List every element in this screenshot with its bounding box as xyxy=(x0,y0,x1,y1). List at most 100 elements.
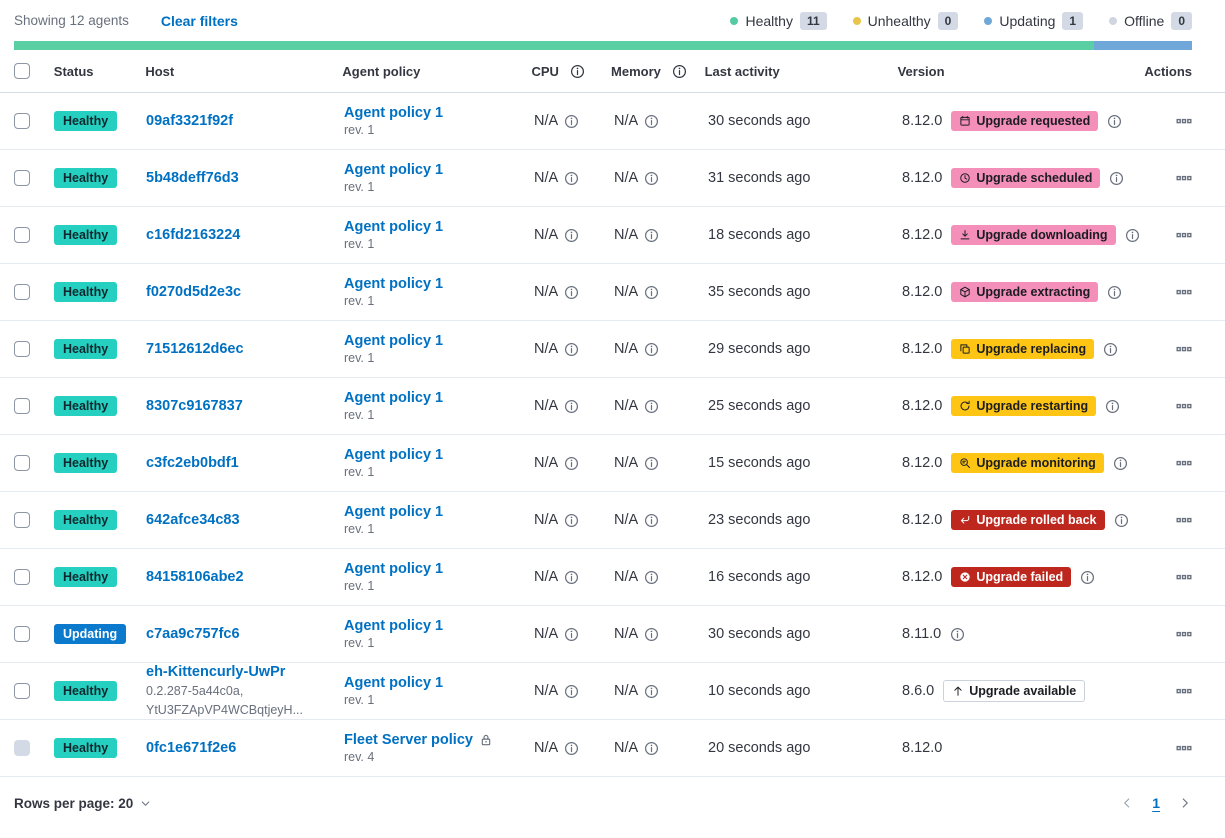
agent-policy-link[interactable]: Agent policy 1 xyxy=(344,333,444,349)
memory-info-icon[interactable] xyxy=(672,64,687,79)
info-icon[interactable] xyxy=(564,342,579,357)
host-link[interactable]: 5b48deff76d3 xyxy=(146,170,239,186)
host-link[interactable]: c3fc2eb0bdf1 xyxy=(146,455,239,471)
info-icon[interactable] xyxy=(564,684,579,699)
info-icon[interactable] xyxy=(564,456,579,471)
clear-filters-link[interactable]: Clear filters xyxy=(160,12,238,29)
info-icon[interactable] xyxy=(644,228,659,243)
host-link[interactable]: c7aa9c757fc6 xyxy=(146,626,240,642)
info-icon[interactable] xyxy=(644,171,659,186)
cpu-value: N/A xyxy=(534,626,559,642)
upgrade-info-icon[interactable] xyxy=(1107,285,1122,300)
info-icon[interactable] xyxy=(564,399,579,414)
last-activity-value: 23 seconds ago xyxy=(708,512,811,528)
version-value: 8.12.0 xyxy=(902,569,943,585)
legend-count-badge: 1 xyxy=(1062,11,1084,30)
host-link[interactable]: f0270d5d2e3c xyxy=(146,284,242,300)
agent-policy-link[interactable]: Agent policy 1 xyxy=(344,447,444,463)
upgrade-info-icon[interactable] xyxy=(1107,114,1122,129)
host-link[interactable]: 09af3321f92f xyxy=(146,113,234,129)
info-icon[interactable] xyxy=(644,570,659,585)
row-checkbox[interactable] xyxy=(14,683,30,699)
host-link[interactable]: eh-Kittencurly-UwPr xyxy=(146,664,286,680)
upgrade-info-icon[interactable] xyxy=(1103,342,1118,357)
upgrade-info-icon[interactable] xyxy=(1125,228,1140,243)
info-icon[interactable] xyxy=(644,684,659,699)
agent-policy-link[interactable]: Fleet Server policy xyxy=(344,732,473,748)
agent-policy-link[interactable]: Agent policy 1 xyxy=(344,219,444,235)
row-checkbox[interactable] xyxy=(14,398,30,414)
chevron-right-icon[interactable] xyxy=(1178,796,1192,810)
info-icon[interactable] xyxy=(564,741,579,756)
table-header-row: Status Host Agent policy CPU Memory Last… xyxy=(0,50,1225,93)
info-icon[interactable] xyxy=(564,285,579,300)
host-link[interactable]: 0fc1e671f2e6 xyxy=(146,740,237,756)
host-link[interactable]: 84158106abe2 xyxy=(146,569,244,585)
info-icon[interactable] xyxy=(564,228,579,243)
upgrade-info-icon[interactable] xyxy=(1113,456,1128,471)
row-checkbox[interactable] xyxy=(14,227,30,243)
info-icon[interactable] xyxy=(564,513,579,528)
cpu-info-icon[interactable] xyxy=(570,64,585,79)
row-checkbox[interactable] xyxy=(14,341,30,357)
info-icon[interactable] xyxy=(644,342,659,357)
row-actions-button[interactable] xyxy=(1176,626,1192,642)
info-icon[interactable] xyxy=(564,114,579,129)
agent-policy-link[interactable]: Agent policy 1 xyxy=(344,504,444,520)
agent-policy-link[interactable]: Agent policy 1 xyxy=(344,675,444,691)
row-checkbox[interactable] xyxy=(14,170,30,186)
row-actions-button[interactable] xyxy=(1176,740,1192,756)
row-actions-button[interactable] xyxy=(1176,398,1192,414)
agent-policy-link[interactable]: Agent policy 1 xyxy=(344,390,444,406)
row-checkbox[interactable] xyxy=(14,455,30,471)
info-icon[interactable] xyxy=(564,627,579,642)
row-checkbox[interactable] xyxy=(14,284,30,300)
host-link[interactable]: 71512612d6ec xyxy=(146,341,244,357)
page-number-button[interactable]: 1 xyxy=(1152,795,1160,811)
row-checkbox[interactable] xyxy=(14,512,30,528)
info-icon[interactable] xyxy=(564,171,579,186)
info-icon[interactable] xyxy=(644,114,659,129)
upgrade-info-icon[interactable] xyxy=(1105,399,1120,414)
row-checkbox[interactable] xyxy=(14,113,30,129)
row-actions-button[interactable] xyxy=(1176,569,1192,585)
upgrade-info-icon[interactable] xyxy=(950,627,965,642)
upgrade-info-icon[interactable] xyxy=(1114,513,1129,528)
upgrade-info-icon[interactable] xyxy=(1080,570,1095,585)
info-icon[interactable] xyxy=(644,285,659,300)
chevron-left-icon[interactable] xyxy=(1120,796,1134,810)
row-actions-button[interactable] xyxy=(1176,512,1192,528)
status-badge: Healthy xyxy=(54,396,118,416)
info-icon[interactable] xyxy=(644,456,659,471)
agent-policy-link[interactable]: Agent policy 1 xyxy=(344,162,444,178)
row-actions-button[interactable] xyxy=(1176,341,1192,357)
info-icon[interactable] xyxy=(644,513,659,528)
upgrade-info-icon[interactable] xyxy=(1109,171,1124,186)
select-all-checkbox[interactable] xyxy=(14,63,30,79)
row-actions-button[interactable] xyxy=(1176,227,1192,243)
host-link[interactable]: 642afce34c83 xyxy=(146,512,240,528)
row-actions-button[interactable] xyxy=(1176,683,1192,699)
info-icon[interactable] xyxy=(564,570,579,585)
agent-policy-link[interactable]: Agent policy 1 xyxy=(344,618,444,634)
info-icon[interactable] xyxy=(644,399,659,414)
row-checkbox[interactable] xyxy=(14,569,30,585)
legend-count-badge: 0 xyxy=(937,11,959,30)
row-actions-button[interactable] xyxy=(1176,455,1192,471)
row-actions-button[interactable] xyxy=(1176,113,1192,129)
host-link[interactable]: c16fd2163224 xyxy=(146,227,241,243)
agent-policy-link[interactable]: Agent policy 1 xyxy=(344,276,444,292)
agent-policy-link[interactable]: Agent policy 1 xyxy=(344,561,444,577)
header-host: Host xyxy=(145,63,175,79)
row-checkbox[interactable] xyxy=(14,626,30,642)
last-activity-value: 20 seconds ago xyxy=(708,740,811,756)
host-link[interactable]: 8307c9167837 xyxy=(146,398,243,414)
info-icon[interactable] xyxy=(644,627,659,642)
row-actions-button[interactable] xyxy=(1176,170,1192,186)
info-icon[interactable] xyxy=(644,741,659,756)
rows-per-page-select[interactable]: Rows per page: 20 xyxy=(14,796,152,811)
row-actions-button[interactable] xyxy=(1176,284,1192,300)
agent-policy-link[interactable]: Agent policy 1 xyxy=(344,105,444,121)
offline-status-dot-icon xyxy=(1109,16,1118,25)
header-actions: Actions xyxy=(1144,63,1192,79)
